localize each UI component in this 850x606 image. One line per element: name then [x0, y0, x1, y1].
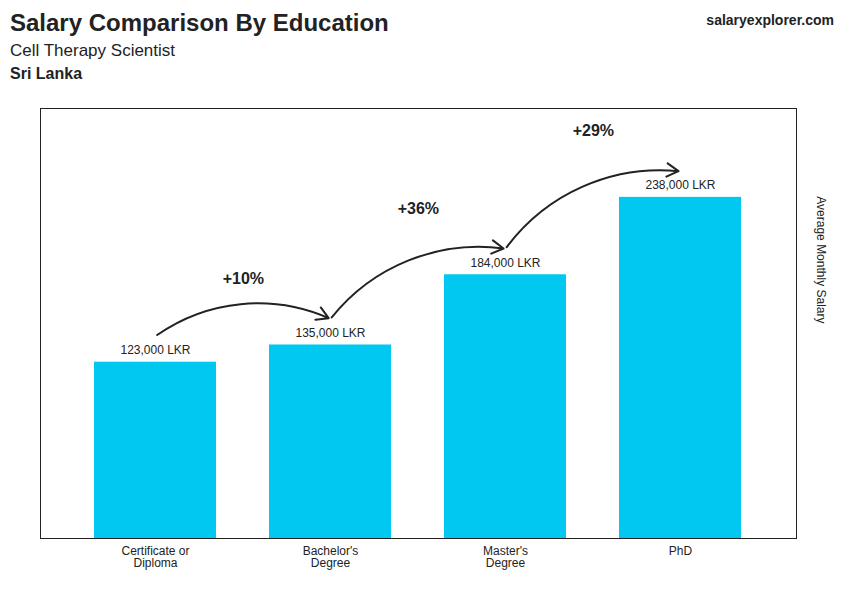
svg-text:+36%: +36%	[398, 200, 439, 217]
svg-text:184,000 LKR: 184,000 LKR	[470, 256, 540, 270]
svg-text:135,000 LKR: 135,000 LKR	[295, 326, 365, 340]
html-text:Sri Lanka: Sri Lanka	[10, 65, 82, 82]
svg-text:Bachelor'sDegree: Bachelor'sDegree	[303, 544, 359, 570]
svg-text:+29%: +29%	[573, 122, 614, 139]
svg-text:Average Monthly Salary: Average Monthly Salary	[814, 196, 828, 323]
svg-text:+10%: +10%	[223, 270, 264, 287]
svg-text:123,000 LKR: 123,000 LKR	[120, 343, 190, 357]
html-text:salaryexplorer.com: salaryexplorer.com	[706, 12, 834, 28]
svg-text:Certificate orDiploma: Certificate orDiploma	[121, 544, 189, 570]
html-text:Cell Therapy Scientist: Cell Therapy Scientist	[10, 41, 175, 60]
svg-text:PhD: PhD	[669, 544, 693, 558]
svg-text:238,000 LKR: 238,000 LKR	[645, 178, 715, 192]
svg-text:Master'sDegree: Master'sDegree	[483, 544, 528, 570]
html-text:Salary Comparison By Education: Salary Comparison By Education	[10, 9, 389, 36]
